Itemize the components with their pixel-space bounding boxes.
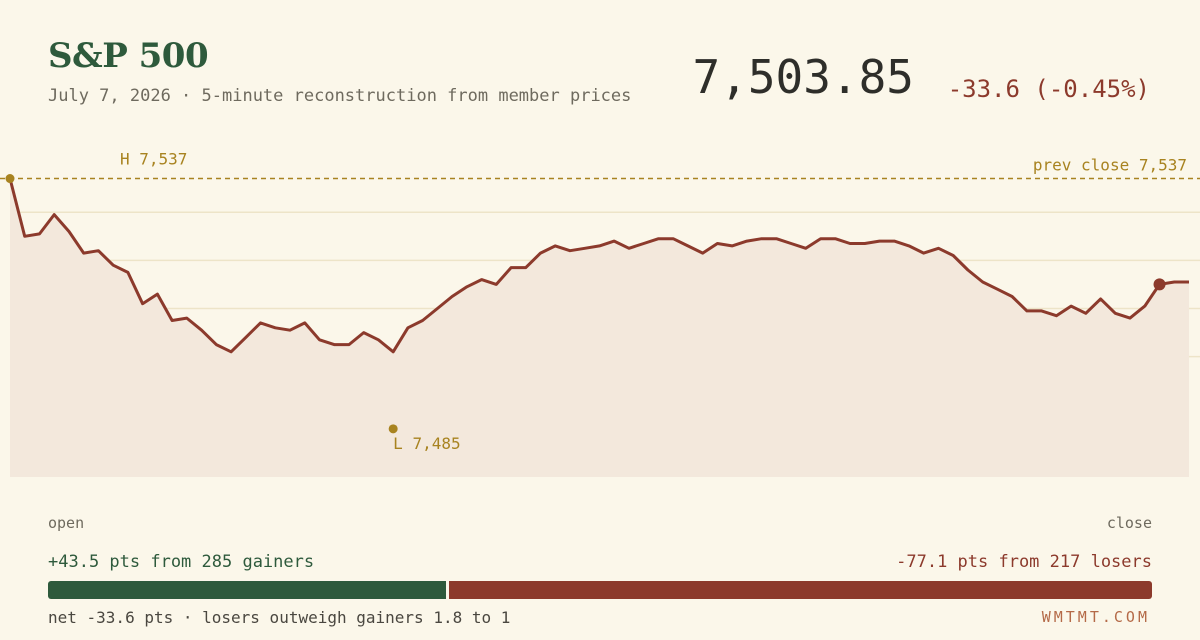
bar-divider	[446, 581, 450, 599]
x-label-close: close	[1106, 514, 1152, 532]
page-subtitle: July 7, 2026 · 5-minute reconstruction f…	[48, 86, 632, 106]
current-price: 7,503.85	[692, 50, 914, 104]
brand-logo: WMTMT.COM	[1041, 608, 1150, 626]
price-area	[10, 178, 1189, 477]
x-label-open: open	[48, 514, 85, 532]
low-label: L 7,485	[393, 434, 460, 453]
intraday-chart: H 7,537 L 7,485 prev close 7,537	[0, 150, 1200, 477]
prev-close-label: prev close 7,537	[1033, 156, 1187, 175]
price-change: -33.6 (-0.45%)	[947, 75, 1150, 103]
losers-summary: -77.1 pts from 217 losers	[896, 552, 1152, 572]
last-price-marker	[1153, 278, 1166, 291]
page-title: S&P 500	[48, 36, 209, 76]
gainers-summary: +43.5 pts from 285 gainers	[48, 552, 315, 572]
breadth-bar	[48, 581, 1152, 599]
losers-bar	[449, 581, 1152, 599]
price-line	[8, 178, 1189, 354]
net-summary: net -33.6 pts · losers outweigh gainers …	[48, 608, 511, 627]
high-marker	[5, 174, 15, 184]
low-marker	[388, 424, 398, 434]
gainers-bar	[48, 581, 447, 599]
high-label: H 7,537	[120, 150, 187, 169]
